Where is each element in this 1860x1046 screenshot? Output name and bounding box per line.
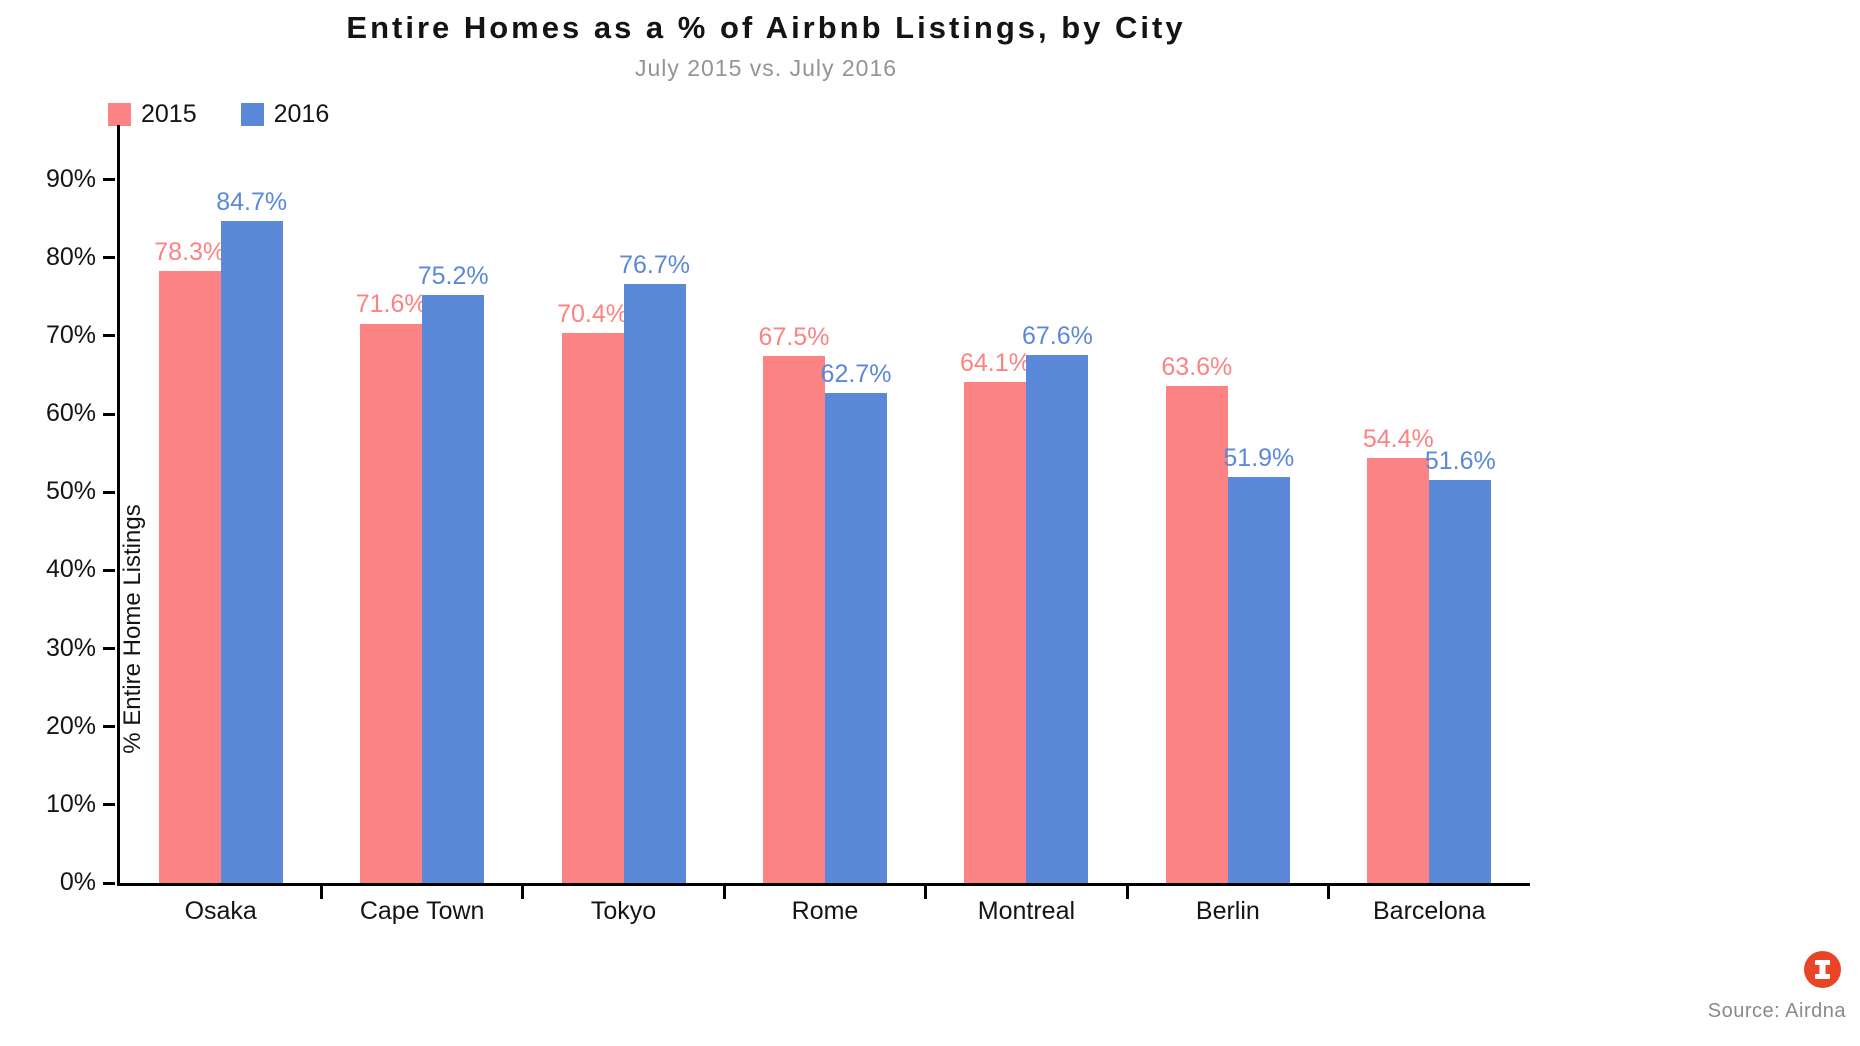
bar-2016-rome (825, 393, 887, 883)
x-axis-line (117, 883, 1530, 886)
x-tick-mark (319, 886, 323, 899)
legend-label: 2016 (273, 100, 330, 128)
y-tick-mark (103, 803, 115, 807)
source-credit: Source: Airdna (1707, 1000, 1846, 1022)
x-category-label-cape-town: Cape Town (359, 897, 485, 925)
y-tick-label: 10% (45, 789, 96, 818)
value-label-2016-berlin: 51.9% (1223, 444, 1295, 473)
y-tick-mark (103, 568, 115, 572)
value-label-2015-cape-town: 71.6% (355, 290, 427, 319)
x-category-label-osaka: Osaka (184, 897, 257, 925)
y-tick-mark (103, 490, 115, 494)
y-tick-label: 20% (45, 711, 96, 740)
y-tick-label: 70% (45, 320, 96, 349)
legend-label: 2015 (141, 100, 197, 128)
bar-2016-osaka (220, 221, 283, 883)
legend-swatch-2015 (108, 103, 131, 126)
y-tick-mark (103, 334, 115, 338)
y-tick-label: 80% (45, 242, 96, 271)
bar-2015-barcelona (1367, 457, 1430, 883)
bar-2016-berlin (1227, 477, 1290, 883)
x-category-label-rome: Rome (791, 897, 859, 925)
y-axis-title: % Entire Home Listings (119, 504, 146, 754)
y-tick-mark (103, 647, 115, 651)
y-axis-line (117, 125, 120, 886)
bar-2016-montreal (1026, 354, 1089, 883)
value-label-2016-tokyo: 76.7% (619, 250, 690, 279)
bar-2015-cape-town (360, 323, 423, 883)
bar-2015-montreal (964, 382, 1027, 883)
bar-2015-berlin (1165, 386, 1228, 883)
x-tick-mark (1327, 886, 1331, 899)
value-label-2015-berlin: 63.6% (1161, 353, 1233, 381)
bar-2016-tokyo (623, 283, 686, 883)
y-tick-label: 40% (45, 555, 96, 584)
x-tick-mark (1125, 886, 1129, 899)
chart-subtitle: July 2015 vs. July 2016 (634, 55, 898, 81)
value-label-2015-montreal: 64.1% (959, 349, 1031, 378)
value-label-2016-montreal: 67.6% (1021, 321, 1093, 350)
chart-title: Entire Homes as a % of Airbnb Listings, … (346, 10, 1186, 45)
legend-item-2016: 2016 (240, 100, 330, 129)
x-category-label-barcelona: Barcelona (1372, 897, 1486, 925)
x-category-label-montreal: Montreal (977, 897, 1076, 925)
x-tick-mark (924, 886, 928, 899)
value-label-2015-rome: 67.5% (758, 322, 830, 351)
y-tick-mark (103, 725, 115, 729)
bar-2015-osaka (158, 271, 221, 883)
bar-2016-cape-town (422, 295, 485, 883)
y-tick-label: 90% (45, 164, 96, 193)
y-tick-label: 60% (45, 399, 96, 428)
y-tick-mark (103, 412, 115, 416)
value-label-2016-barcelona: 51.6% (1424, 446, 1496, 475)
value-label-2016-osaka: 84.7% (216, 188, 288, 217)
value-label-2015-tokyo: 70.4% (557, 299, 628, 328)
x-category-label-berlin: Berlin (1195, 897, 1260, 925)
chart-header: Entire Homes as a % of Airbnb Listings, … (0, 0, 1532, 82)
legend-swatch-2016 (240, 103, 264, 126)
legend: 2015 2016 (108, 100, 329, 129)
bar-2016-barcelona (1429, 479, 1492, 883)
x-tick-mark (521, 886, 525, 899)
value-label-2015-osaka: 78.3% (154, 238, 226, 267)
bar-2015-rome (763, 355, 825, 883)
value-label-2016-rome: 62.7% (820, 360, 892, 389)
y-tick-label: 50% (45, 477, 96, 506)
y-tick-label: 0% (59, 868, 96, 896)
y-tick-mark (103, 256, 115, 260)
logo-i-glyph (1815, 960, 1830, 979)
x-tick-mark (722, 886, 726, 899)
plot-area: % Entire Home Listings 0% 10% 20% 30% 40% 50%… (46, 125, 1530, 925)
x-category-label-tokyo: Tokyo (590, 897, 657, 925)
value-label-2015-barcelona: 54.4% (1362, 424, 1434, 453)
bar-2015-tokyo (561, 332, 624, 883)
y-tick-mark (103, 178, 115, 182)
value-label-2016-cape-town: 75.2% (417, 262, 489, 291)
legend-item-2015: 2015 (108, 100, 197, 129)
y-tick-mark (103, 881, 115, 885)
y-tick-label: 30% (45, 633, 96, 662)
priceonomics-logo (1804, 951, 1841, 988)
